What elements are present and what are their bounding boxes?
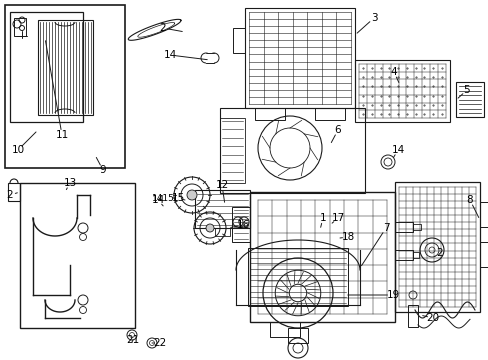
Text: 17: 17 — [331, 213, 344, 223]
Text: 7: 7 — [382, 223, 388, 233]
Bar — [394, 250, 412, 260]
Bar — [195, 190, 249, 228]
Text: 15: 15 — [171, 193, 184, 203]
Text: 21: 21 — [126, 335, 140, 345]
Text: 4: 4 — [390, 67, 397, 77]
Bar — [455, 82, 483, 117]
Bar — [205, 53, 214, 63]
Bar — [287, 328, 307, 343]
Bar — [269, 322, 299, 337]
Text: 6: 6 — [334, 125, 341, 135]
Text: 8: 8 — [466, 195, 472, 205]
Bar — [244, 8, 354, 108]
Bar — [394, 222, 412, 232]
Circle shape — [186, 190, 197, 200]
Bar — [247, 248, 347, 306]
Bar — [215, 228, 229, 236]
Bar — [231, 207, 249, 242]
Text: 2: 2 — [436, 248, 443, 258]
Bar — [479, 242, 488, 267]
Bar — [232, 28, 244, 53]
Bar — [220, 118, 244, 183]
Text: 20: 20 — [426, 313, 439, 323]
Text: 2: 2 — [160, 23, 166, 33]
Text: 22: 22 — [153, 338, 166, 348]
Bar — [314, 108, 345, 120]
Bar — [10, 12, 83, 122]
Bar — [354, 60, 449, 122]
Text: 5: 5 — [463, 85, 469, 95]
Bar — [407, 305, 417, 327]
Circle shape — [205, 224, 214, 232]
Text: 18: 18 — [341, 232, 354, 242]
Text: 11: 11 — [55, 130, 68, 140]
Bar — [14, 18, 26, 36]
Text: 10: 10 — [11, 145, 24, 155]
Text: 13: 13 — [63, 178, 77, 188]
Bar — [5, 5, 125, 168]
Text: 9: 9 — [100, 165, 106, 175]
Bar — [20, 183, 135, 328]
Text: 3: 3 — [370, 13, 377, 23]
Text: 12: 12 — [215, 180, 228, 190]
Bar — [412, 252, 418, 258]
Bar — [394, 182, 479, 312]
Text: 14: 14 — [151, 195, 164, 205]
Text: 14: 14 — [163, 50, 176, 60]
Bar — [8, 183, 20, 201]
Text: 14: 14 — [390, 145, 404, 155]
Bar — [412, 224, 420, 230]
Bar — [249, 192, 394, 322]
Text: 2: 2 — [7, 190, 13, 200]
Bar — [220, 108, 364, 193]
Text: 19: 19 — [386, 290, 399, 300]
Bar — [38, 20, 93, 115]
Text: 1: 1 — [319, 213, 325, 223]
Text: 1415: 1415 — [151, 194, 174, 202]
Text: 16: 16 — [236, 220, 249, 230]
Bar — [479, 202, 488, 227]
Bar — [254, 108, 285, 120]
